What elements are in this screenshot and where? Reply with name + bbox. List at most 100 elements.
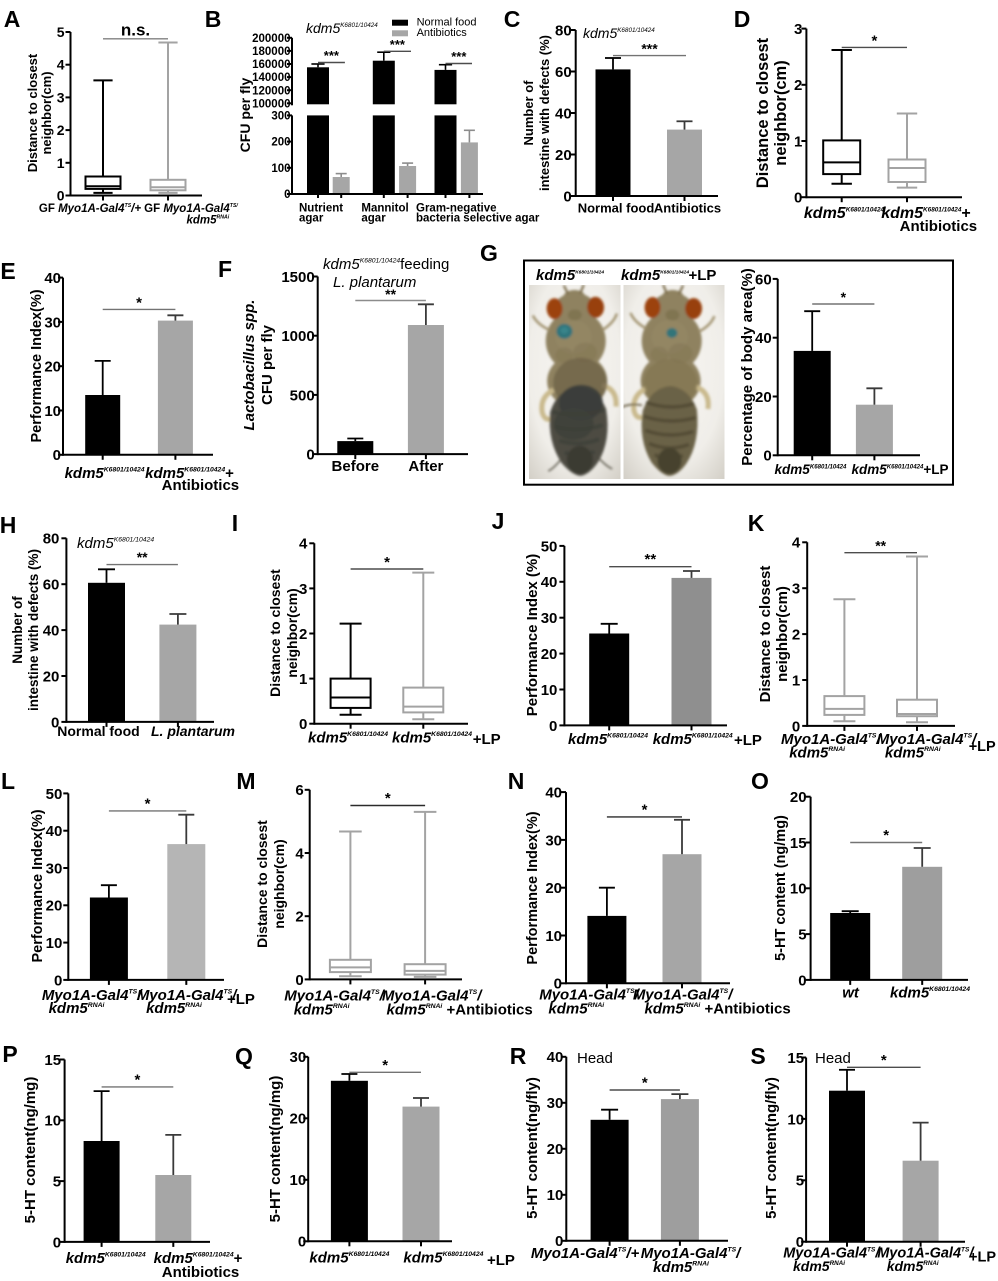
svg-text:neighbor(cm): neighbor(cm) [39,71,54,154]
svg-text:60: 60 [555,64,572,81]
svg-text:10: 10 [547,1187,564,1204]
svg-text:0: 0 [298,1234,306,1251]
svg-text:S: S [750,1043,765,1069]
svg-text:kdm5RNAi: kdm5RNAi [885,744,941,761]
svg-text:Head: Head [815,1050,851,1067]
svg-text:20: 20 [541,646,558,663]
svg-text:kdm5K6801/10424: kdm5K6801/10424 [536,267,604,284]
svg-text:0: 0 [798,972,806,989]
svg-text:3: 3 [794,21,802,38]
svg-text:kdm5RNAi +Antibiotics: kdm5RNAi +Antibiotics [387,1001,533,1018]
svg-text:Head: Head [577,1050,613,1067]
svg-text:2: 2 [794,77,802,94]
svg-text:Performance Index(%): Performance Index(%) [30,809,46,962]
svg-text:F: F [218,256,232,282]
svg-text:100000: 100000 [252,98,290,110]
svg-text:1500: 1500 [281,269,314,286]
svg-text:kdm5K6801/10424+: kdm5K6801/10424+ [145,465,234,482]
svg-text:L. plantarum: L. plantarum [151,723,235,739]
svg-text:*: * [642,802,648,819]
svg-text:6: 6 [295,782,303,799]
svg-text:**: ** [645,551,657,568]
svg-text:100: 100 [271,163,290,175]
svg-text:20: 20 [44,359,61,376]
svg-text:Myo1A-Gal4TS/: Myo1A-Gal4TS/ [42,987,143,1004]
svg-text:Antibiotics: Antibiotics [900,218,978,235]
svg-text:Myo1A-Gal4TS/: Myo1A-Gal4TS/ [284,988,385,1005]
svg-text:kdm5RNAi: kdm5RNAi [187,215,230,227]
svg-text:20: 20 [755,389,772,406]
svg-text:4: 4 [792,535,801,552]
svg-text:10: 10 [787,1111,804,1128]
svg-text:2: 2 [299,626,307,643]
svg-text:Before: Before [332,458,380,475]
svg-text:kdm5RNAi: kdm5RNAi [653,1259,709,1276]
svg-text:Myo1A-Gal4TS/: Myo1A-Gal4TS/ [781,731,882,748]
svg-text:20: 20 [43,668,60,685]
svg-text:20: 20 [790,789,807,806]
svg-text:5-HT content(ng/mg): 5-HT content(ng/mg) [267,1076,284,1223]
svg-text:kdm5K6801/10424feeding: kdm5K6801/10424feeding [323,256,449,273]
svg-text:*: * [841,289,847,305]
svg-text:0: 0 [299,716,307,733]
svg-text:Antibiotics: Antibiotics [162,477,240,494]
svg-text:+LP: +LP [969,1249,996,1265]
svg-text:J: J [492,508,505,534]
svg-text:GF Myo1A-Gal4TS/+: GF Myo1A-Gal4TS/+ [39,203,141,215]
svg-text:kdm5K6801/10424: kdm5K6801/10424 [568,731,648,748]
svg-text:wt: wt [842,985,860,1002]
svg-text:10: 10 [290,1172,307,1189]
svg-text:0: 0 [555,1233,563,1250]
svg-text:10: 10 [541,682,558,699]
svg-text:After: After [408,458,443,475]
svg-text:Antibiotics: Antibiotics [654,201,721,216]
svg-text:80: 80 [555,22,572,39]
svg-text:1: 1 [57,155,65,171]
svg-text:0: 0 [763,448,771,465]
svg-text:4: 4 [295,845,304,862]
svg-text:n.s.: n.s. [121,21,150,40]
svg-text:intestine with defects (%): intestine with defects (%) [26,549,41,711]
svg-text:3: 3 [57,89,65,105]
svg-text:Gram-negative: Gram-negative [416,203,497,215]
svg-text:kdm5K6801/10424: kdm5K6801/10424 [804,205,885,222]
svg-text:neighbor(cm): neighbor(cm) [774,586,791,682]
svg-text:Performance Index(%): Performance Index(%) [29,289,45,442]
svg-text:0: 0 [554,976,562,993]
svg-text:agar: agar [361,213,386,225]
svg-text:Myo1A-Gal4TS/: Myo1A-Gal4TS/ [137,987,238,1004]
svg-text:Distance to closest: Distance to closest [25,53,40,172]
svg-text:CFU per fly: CFU per fly [237,77,253,152]
svg-text:3: 3 [792,581,800,598]
svg-text:160000: 160000 [252,59,290,71]
svg-text:Myo1A-Gal4TS/: Myo1A-Gal4TS/ [783,1245,881,1261]
svg-text:15: 15 [44,1052,61,1069]
svg-text:0: 0 [53,447,61,464]
svg-text:***: *** [451,49,467,64]
svg-text:+LP: +LP [473,731,501,748]
svg-text:***: *** [324,48,340,63]
svg-text:Myo1A-Gal4TS/: Myo1A-Gal4TS/ [877,1245,975,1261]
svg-text:kdm5K6801/10424: kdm5K6801/10424 [392,730,472,747]
svg-text:30: 30 [290,1049,307,1066]
svg-text:10: 10 [790,881,807,898]
svg-text:kdm5K6801/10424: kdm5K6801/10424 [66,1250,146,1267]
svg-text:P: P [2,1041,17,1067]
svg-text:40: 40 [547,1049,564,1066]
svg-text:0: 0 [51,714,59,731]
svg-text:20: 20 [46,898,63,915]
svg-text:Lactobacillus spp.: Lactobacillus spp. [241,300,258,431]
svg-text:*: * [382,1057,388,1074]
svg-text:Normal food: Normal food [578,201,655,216]
svg-text:**: ** [137,549,148,565]
svg-text:Distance to closest: Distance to closest [267,569,283,697]
svg-text:R: R [510,1043,527,1069]
svg-text:Normal food: Normal food [417,17,477,29]
svg-text:5-HT content(ng/mg): 5-HT content(ng/mg) [22,1077,39,1224]
svg-text:K: K [748,510,765,536]
svg-text:20: 20 [547,1141,564,1158]
svg-text:300: 300 [271,111,290,123]
svg-text:neighbor(cm): neighbor(cm) [284,588,300,677]
svg-text:Myo1A-Gal4TS/+: Myo1A-Gal4TS/+ [531,1245,640,1262]
svg-text:Q: Q [235,1043,253,1069]
